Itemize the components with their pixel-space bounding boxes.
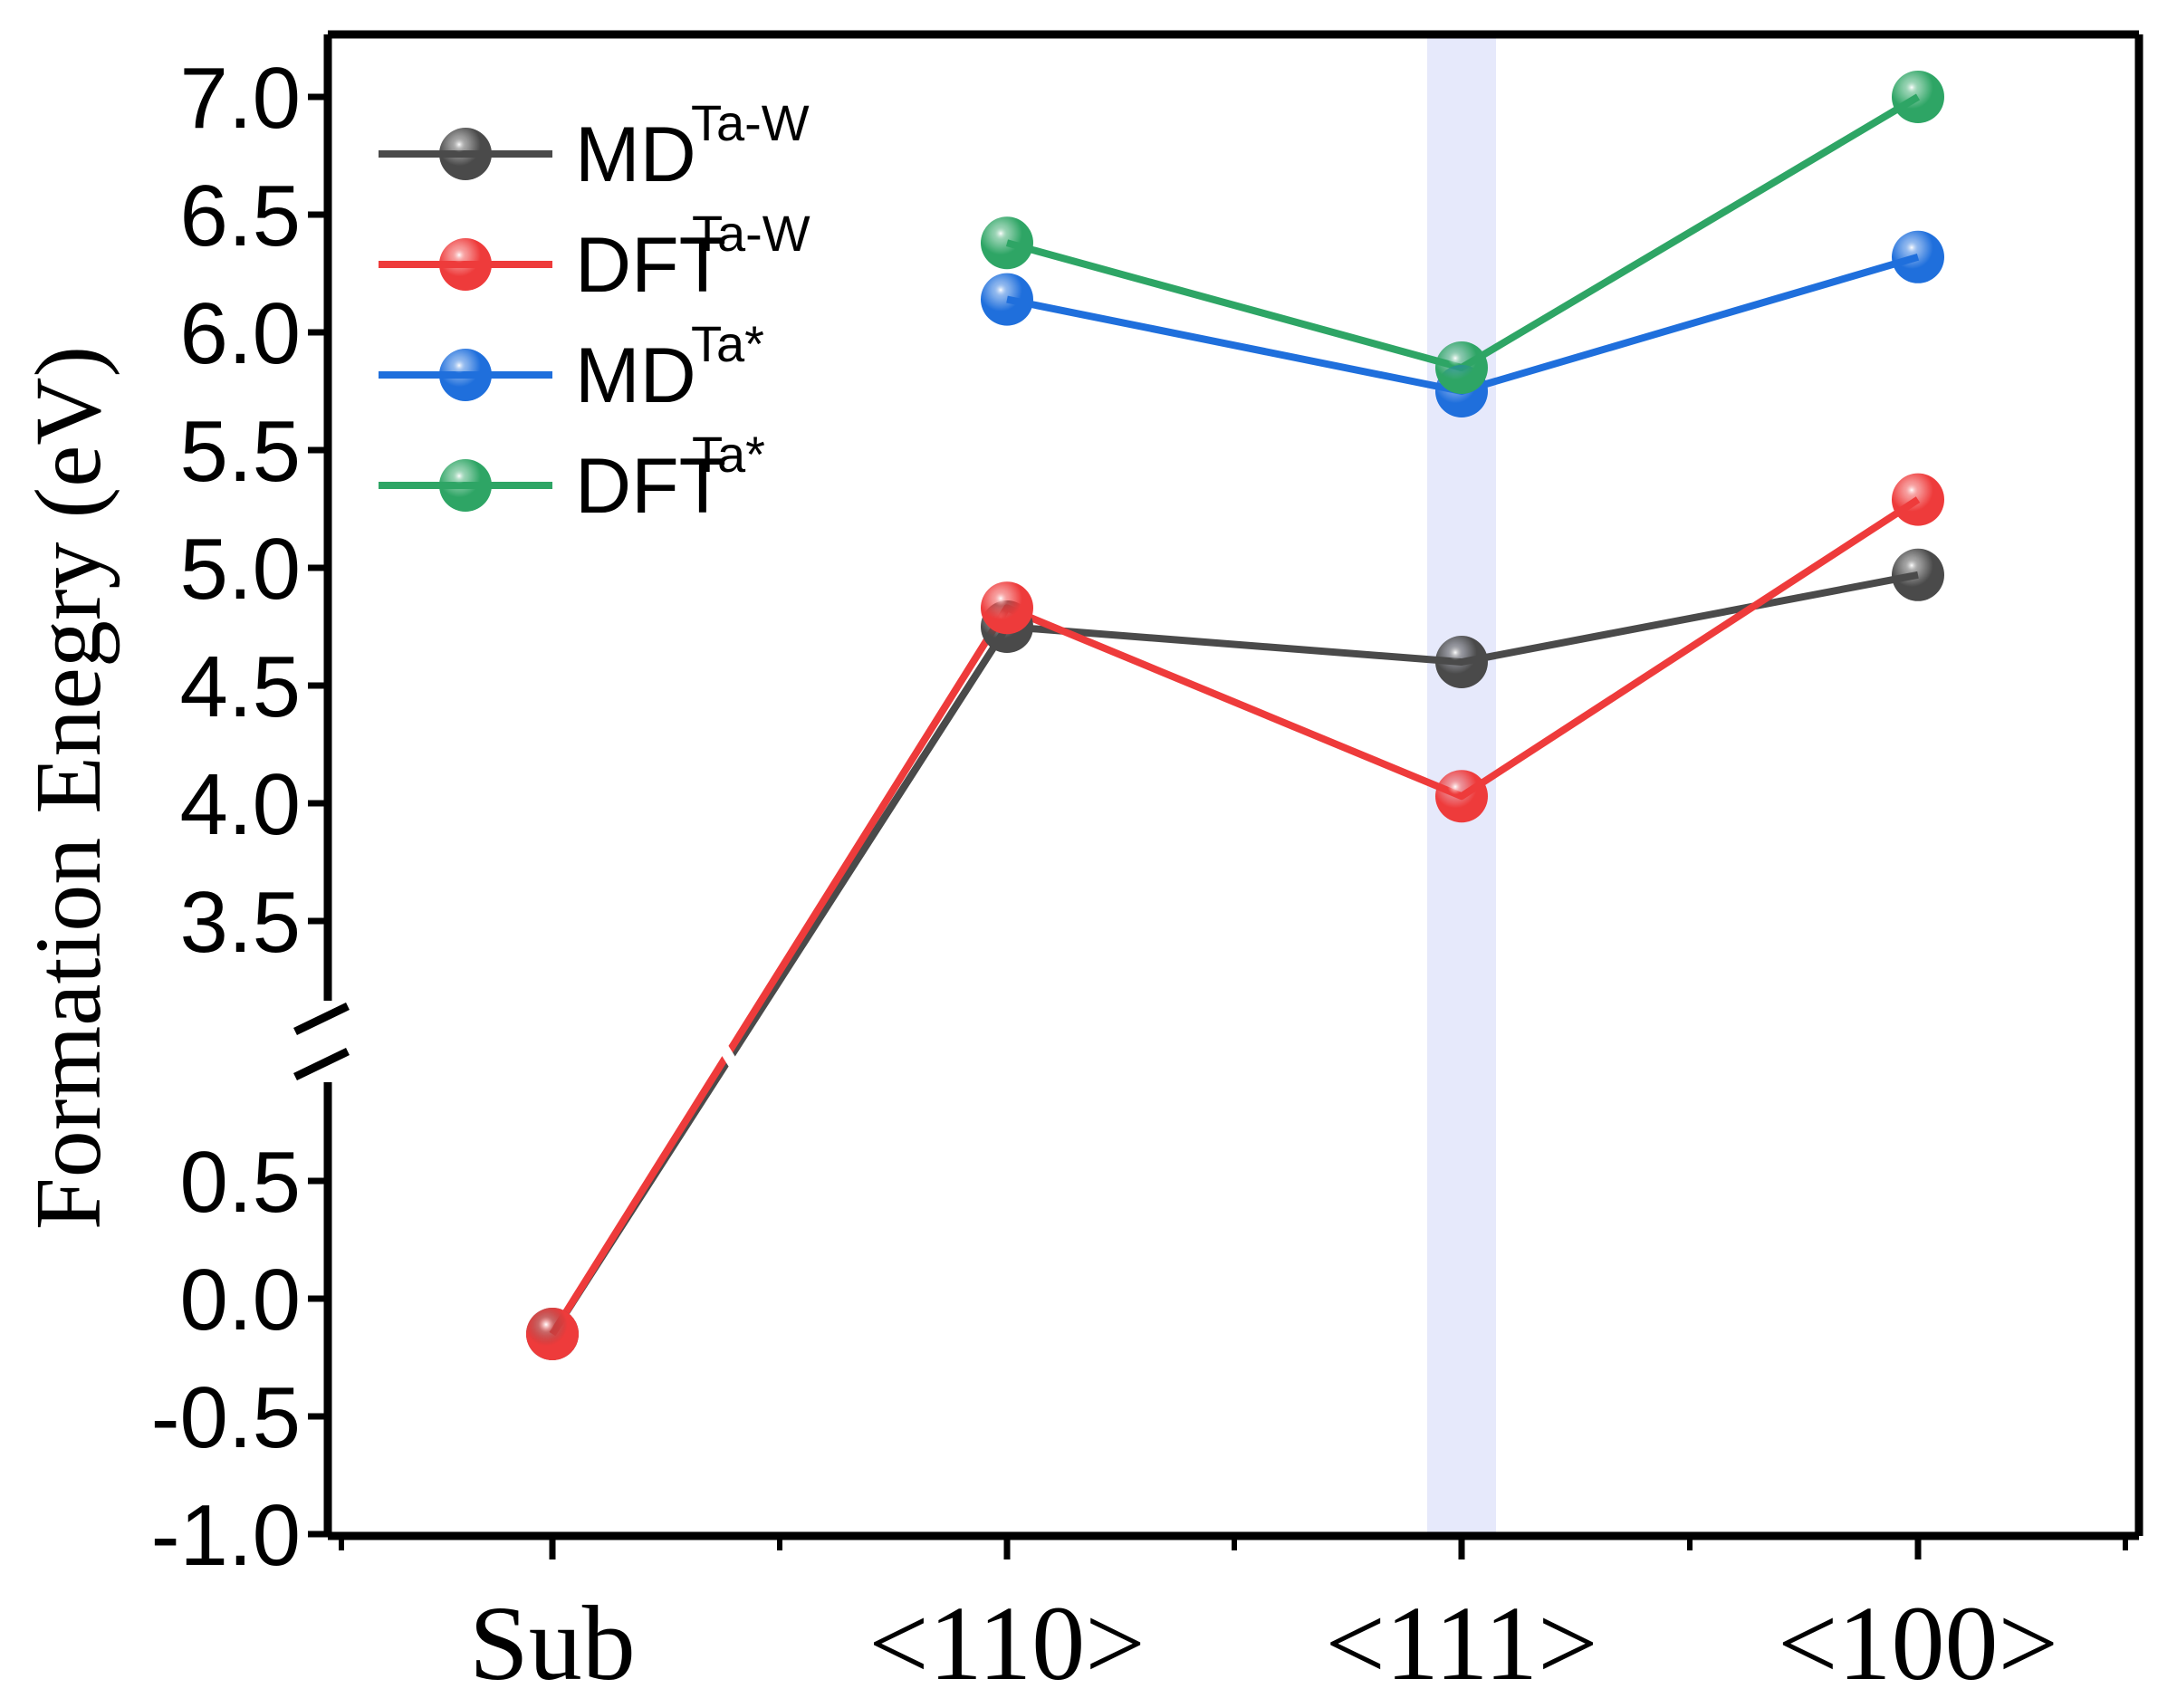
- y-tick-label: 7.0: [180, 50, 301, 147]
- y-tick-label: 5.0: [180, 521, 301, 618]
- data-point: [1892, 230, 1944, 283]
- y-tick-label: 4.5: [180, 638, 301, 735]
- x-tick-label: <111>: [1325, 1584, 1597, 1703]
- legend-label-sup: Ta-W: [691, 94, 810, 151]
- data-point: [981, 216, 1033, 270]
- x-tick-label: <110>: [868, 1584, 1146, 1703]
- legend-marker: [439, 459, 492, 512]
- labels-layer: Formation Enegry (eV): [16, 346, 120, 1230]
- x-tick-label: Sub: [469, 1584, 636, 1703]
- y-tick-label: 0.0: [180, 1252, 301, 1348]
- legend-label-sup: Ta*: [691, 315, 764, 372]
- data-point: [1892, 548, 1944, 601]
- legend-label: DFT: [575, 222, 726, 309]
- y-tick-label: 4.0: [180, 756, 301, 853]
- y-tick-label: -0.5: [151, 1369, 301, 1466]
- data-point: [1892, 71, 1944, 123]
- legend-label: MD: [575, 111, 696, 198]
- y-tick-label: 0.5: [180, 1134, 301, 1231]
- legend-label-sup: Ta-W: [692, 205, 810, 262]
- axes-layer: 7.0 6.5 6.0 5.5 5.0 4.5 4.0 3.5 0.5 0.0 -0.5 -1.0 Su…: [151, 30, 2143, 1703]
- series-line: [549, 496, 1921, 1337]
- y-tick-label: 3.5: [180, 874, 301, 971]
- y-tick-label: 6.5: [180, 168, 301, 264]
- x-tick-label: <100>: [1778, 1584, 2058, 1703]
- data-point: [1435, 770, 1488, 823]
- legend-label: MD: [575, 332, 696, 419]
- legend-marker: [439, 349, 492, 401]
- axis-break-gap: [705, 1024, 739, 1068]
- y-tick-label: 6.0: [180, 285, 301, 382]
- y-tick-label: 5.5: [180, 403, 301, 500]
- axis-break-mark: [293, 1047, 350, 1081]
- data-point: [981, 273, 1033, 326]
- series-layer: [526, 71, 1944, 1360]
- legend-label: DFT: [575, 443, 726, 530]
- legend-marker: [439, 238, 492, 291]
- y-tick-label: -1.0: [151, 1487, 301, 1584]
- y-axis-label: Formation Enegry (eV): [16, 346, 120, 1230]
- data-point: [981, 581, 1033, 635]
- axis-break-mark: [293, 1002, 350, 1036]
- series-line: [549, 571, 1919, 1337]
- data-point: [526, 1308, 579, 1360]
- data-point: [1435, 636, 1488, 688]
- data-point: [1892, 473, 1944, 526]
- legend-label-sup: Ta*: [692, 426, 765, 483]
- legend-marker: [439, 128, 492, 180]
- data-point: [1435, 341, 1488, 394]
